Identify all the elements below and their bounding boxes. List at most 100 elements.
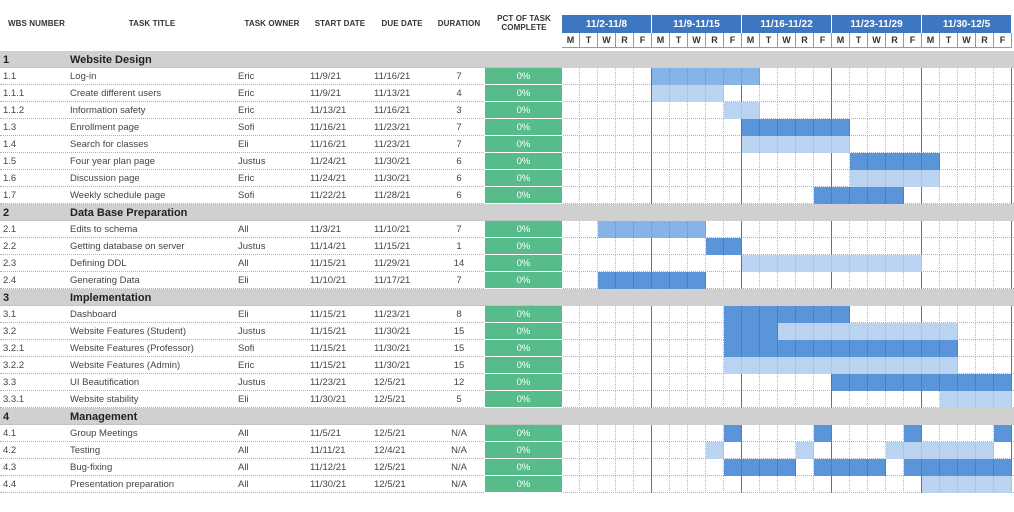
duration-cell[interactable]: N/A	[451, 445, 467, 456]
task-owner-cell[interactable]: Eli	[238, 139, 249, 150]
gantt-grid-cell[interactable]	[976, 340, 994, 357]
gantt-grid-cell[interactable]	[652, 255, 670, 272]
gantt-grid-cell[interactable]	[994, 68, 1012, 85]
gantt-grid-cell[interactable]	[922, 136, 940, 153]
gantt-grid-cell[interactable]	[652, 170, 670, 187]
gantt-bar-cell[interactable]	[850, 340, 868, 357]
gantt-grid-cell[interactable]	[922, 306, 940, 323]
due-date-cell[interactable]: 11/30/21	[374, 343, 411, 354]
task-owner-cell[interactable]: Eli	[238, 394, 249, 405]
gantt-bar-cell[interactable]	[616, 221, 634, 238]
gantt-grid-cell[interactable]	[850, 68, 868, 85]
gantt-grid-cell[interactable]	[976, 136, 994, 153]
task-row[interactable]: 3.3.1 Website stability Eli 11/30/21 12/5/21…	[0, 391, 1014, 408]
gantt-grid-cell[interactable]	[994, 85, 1012, 102]
gantt-grid-cell[interactable]	[670, 136, 688, 153]
start-date-cell[interactable]: 11/15/21	[310, 343, 347, 354]
gantt-grid-cell[interactable]	[868, 204, 886, 221]
gantt-grid-cell[interactable]	[904, 187, 922, 204]
gantt-bar-cell[interactable]	[598, 221, 616, 238]
task-title-cell[interactable]: Testing	[70, 445, 101, 456]
gantt-bar-cell[interactable]	[850, 357, 868, 374]
gantt-bar-cell[interactable]	[886, 442, 904, 459]
gantt-grid-cell[interactable]	[976, 187, 994, 204]
gantt-bar-cell[interactable]	[796, 442, 814, 459]
gantt-grid-cell[interactable]	[634, 408, 652, 425]
gantt-grid-cell[interactable]	[580, 289, 598, 306]
gantt-grid-cell[interactable]	[778, 289, 796, 306]
gantt-grid-cell[interactable]	[778, 476, 796, 493]
gantt-grid-cell[interactable]	[778, 51, 796, 68]
gantt-bar-cell[interactable]	[868, 374, 886, 391]
gantt-grid-cell[interactable]	[832, 85, 850, 102]
gantt-bar-cell[interactable]	[778, 255, 796, 272]
gantt-grid-cell[interactable]	[706, 306, 724, 323]
gantt-grid-cell[interactable]	[634, 255, 652, 272]
gantt-grid-cell[interactable]	[616, 153, 634, 170]
gantt-grid-cell[interactable]	[922, 289, 940, 306]
pct-complete-cell[interactable]: 0%	[485, 119, 562, 136]
gantt-grid-cell[interactable]	[814, 391, 832, 408]
gantt-grid-cell[interactable]	[562, 204, 580, 221]
gantt-grid-cell[interactable]	[760, 289, 778, 306]
gantt-grid-cell[interactable]	[580, 102, 598, 119]
gantt-grid-cell[interactable]	[796, 374, 814, 391]
gantt-grid-cell[interactable]	[670, 170, 688, 187]
gantt-grid-cell[interactable]	[958, 238, 976, 255]
wbs-number-cell[interactable]: 3.1	[3, 309, 17, 320]
gantt-bar-cell[interactable]	[886, 374, 904, 391]
task-title-cell[interactable]: Create different users	[70, 88, 162, 99]
gantt-grid-cell[interactable]	[904, 68, 922, 85]
gantt-grid-cell[interactable]	[814, 238, 832, 255]
pct-complete-cell[interactable]: 0%	[485, 187, 562, 204]
gantt-grid-cell[interactable]	[904, 238, 922, 255]
gantt-bar-cell[interactable]	[994, 459, 1012, 476]
gantt-grid-cell[interactable]	[688, 102, 706, 119]
gantt-grid-cell[interactable]	[634, 459, 652, 476]
gantt-grid-cell[interactable]	[724, 170, 742, 187]
gantt-grid-cell[interactable]	[976, 289, 994, 306]
gantt-bar-cell[interactable]	[922, 153, 940, 170]
gantt-grid-cell[interactable]	[958, 425, 976, 442]
gantt-bar-cell[interactable]	[724, 459, 742, 476]
gantt-grid-cell[interactable]	[688, 442, 706, 459]
task-title-cell[interactable]: Weekly schedule page	[70, 190, 166, 201]
gantt-grid-cell[interactable]	[904, 85, 922, 102]
gantt-grid-cell[interactable]	[850, 51, 868, 68]
gantt-bar-cell[interactable]	[796, 306, 814, 323]
gantt-grid-cell[interactable]	[670, 476, 688, 493]
gantt-grid-cell[interactable]	[832, 102, 850, 119]
gantt-grid-cell[interactable]	[886, 221, 904, 238]
gantt-bar-cell[interactable]	[850, 459, 868, 476]
gantt-grid-cell[interactable]	[688, 357, 706, 374]
gantt-grid-cell[interactable]	[760, 187, 778, 204]
gantt-grid-cell[interactable]	[760, 221, 778, 238]
gantt-grid-cell[interactable]	[724, 187, 742, 204]
gantt-grid-cell[interactable]	[580, 357, 598, 374]
duration-cell[interactable]: 7	[456, 122, 462, 133]
start-date-cell[interactable]: 11/9/21	[310, 71, 341, 82]
duration-cell[interactable]: N/A	[451, 462, 467, 473]
gantt-grid-cell[interactable]	[778, 68, 796, 85]
header-task-title[interactable]: TASK TITLE	[128, 19, 176, 28]
gantt-bar-cell[interactable]	[760, 340, 778, 357]
gantt-grid-cell[interactable]	[904, 289, 922, 306]
task-owner-cell[interactable]: All	[238, 445, 249, 456]
gantt-bar-cell[interactable]	[688, 68, 706, 85]
gantt-grid-cell[interactable]	[580, 85, 598, 102]
gantt-grid-cell[interactable]	[850, 425, 868, 442]
gantt-bar-cell[interactable]	[724, 238, 742, 255]
gantt-grid-cell[interactable]	[562, 476, 580, 493]
gantt-grid-cell[interactable]	[958, 255, 976, 272]
gantt-bar-cell[interactable]	[868, 187, 886, 204]
gantt-grid-cell[interactable]	[958, 51, 976, 68]
gantt-grid-cell[interactable]	[688, 51, 706, 68]
wbs-number-cell[interactable]: 1.3	[3, 122, 17, 133]
gantt-bar-cell[interactable]	[832, 187, 850, 204]
gantt-grid-cell[interactable]	[796, 187, 814, 204]
gantt-grid-cell[interactable]	[832, 204, 850, 221]
wbs-number-cell[interactable]: 1.1.1	[3, 88, 25, 99]
gantt-grid-cell[interactable]	[634, 153, 652, 170]
gantt-grid-cell[interactable]	[562, 425, 580, 442]
gantt-grid-cell[interactable]	[634, 476, 652, 493]
